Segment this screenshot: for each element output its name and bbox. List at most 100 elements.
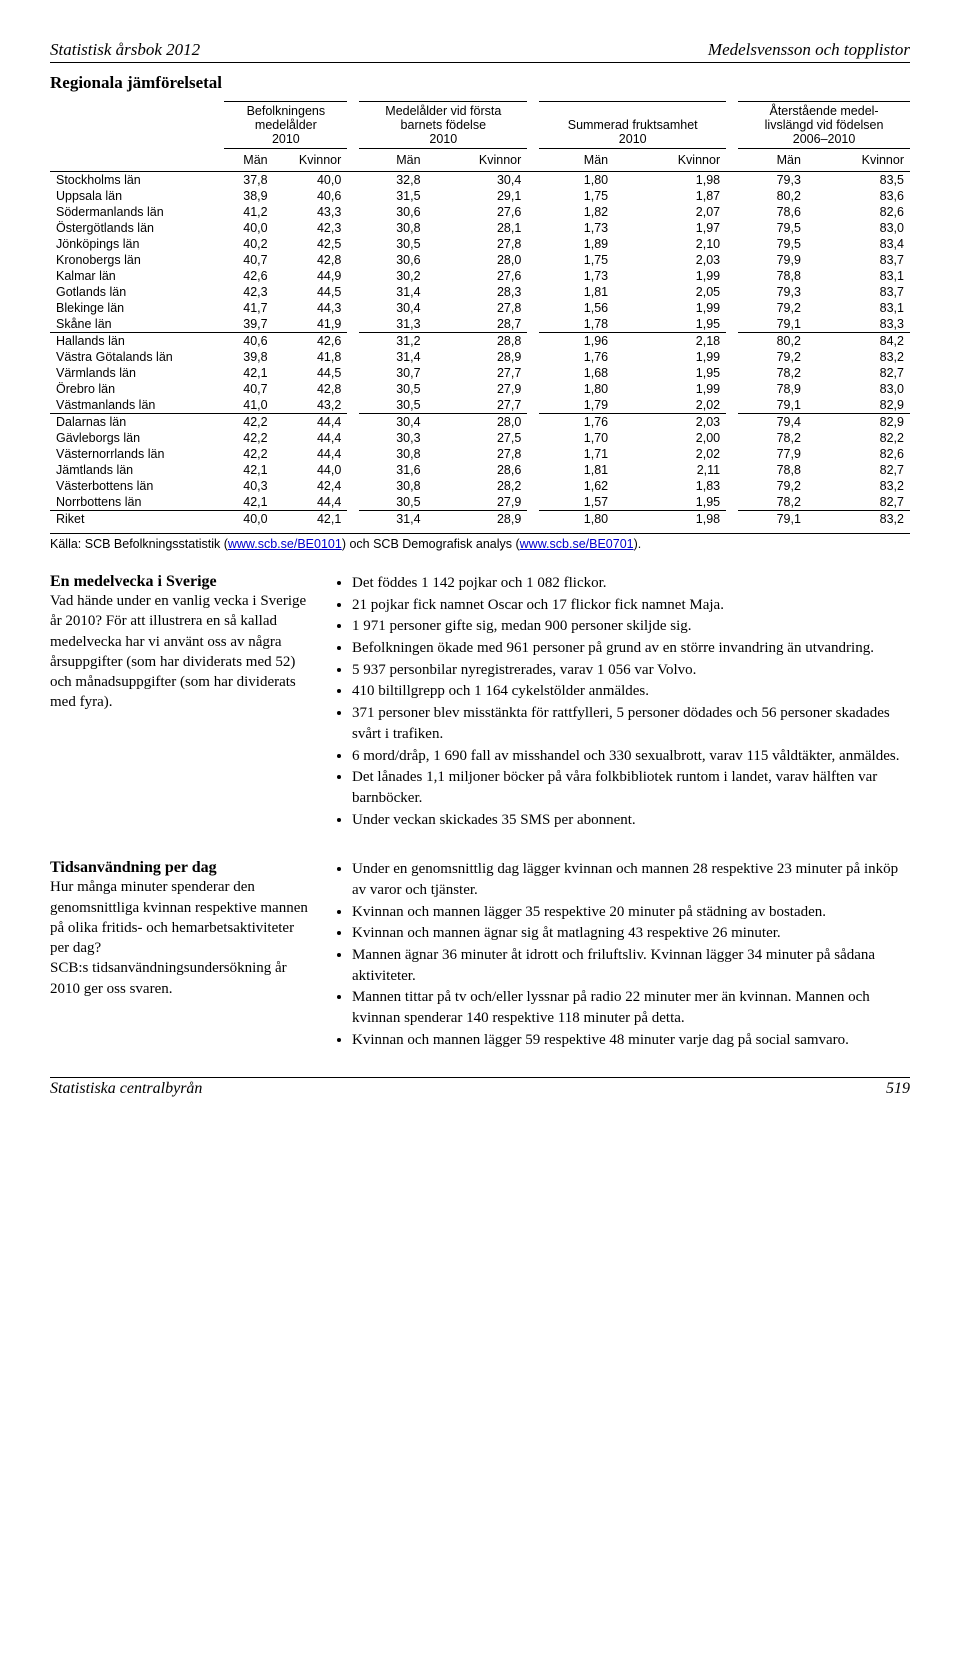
cell: 28,8 (427, 333, 528, 350)
row-label: Blekinge län (50, 300, 224, 316)
cell: 79,1 (738, 511, 807, 528)
cell: 42,2 (224, 414, 273, 431)
bullets-medelvecka: Det föddes 1 142 pojkar och 1 082 flicko… (334, 573, 910, 830)
bullet-item: Det lånades 1,1 miljoner böcker på våra … (352, 767, 910, 808)
bullet-item: Det föddes 1 142 pojkar och 1 082 flicko… (352, 573, 910, 594)
cell: 38,9 (224, 188, 273, 204)
cell: 42,8 (274, 252, 348, 268)
cell: 44,5 (274, 365, 348, 381)
sub-header: Kvinnor (807, 149, 910, 172)
row-label: Gävleborgs län (50, 430, 224, 446)
source-link-1[interactable]: www.scb.se/BE0101 (228, 537, 342, 551)
cell: 83,2 (807, 511, 910, 528)
table-row: Värmlands län42,144,530,727,71,681,9578,… (50, 365, 910, 381)
cell: 40,6 (224, 333, 273, 350)
cell: 30,6 (359, 252, 426, 268)
cell: 1,82 (539, 204, 614, 220)
footer-right: 519 (886, 1080, 910, 1098)
table-row: Jönköpings län40,242,530,527,81,892,1079… (50, 236, 910, 252)
cell: 42,1 (224, 462, 273, 478)
table-row: Kronobergs län40,742,8 30,628,0 1,752,03 79… (50, 252, 910, 268)
cell: 83,7 (807, 284, 910, 300)
cell: 30,4 (359, 414, 426, 431)
cell: 83,5 (807, 172, 910, 189)
cell: 40,2 (224, 236, 273, 252)
cell: 27,8 (427, 446, 528, 462)
cell: 41,7 (224, 300, 273, 316)
cell: 44,9 (274, 268, 348, 284)
cell: 27,9 (427, 494, 528, 511)
intro-tid: Hur många minuter spenderar den genomsni… (50, 877, 310, 999)
table-row: Norrbottens län42,144,430,527,91,571,957… (50, 494, 910, 511)
table-row: Jämtlands län42,144,031,628,61,812,1178,… (50, 462, 910, 478)
bullet-item: Kvinnan och mannen lägger 59 respektive … (352, 1030, 910, 1051)
cell: 82,7 (807, 462, 910, 478)
table-row: Västmanlands län41,043,230,527,71,792,02… (50, 397, 910, 414)
table-row: Örebro län40,742,830,527,91,801,9978,983… (50, 381, 910, 397)
cell: 40,7 (224, 252, 273, 268)
cell: 42,3 (224, 284, 273, 300)
table-row: Riket40,042,131,428,91,801,9879,183,2 (50, 511, 910, 528)
cell: 1,68 (539, 365, 614, 381)
cell: 78,6 (738, 204, 807, 220)
bullet-item: Mannen tittar på tv och/eller lyssnar på… (352, 987, 910, 1028)
source-link-2[interactable]: www.scb.se/BE0701 (520, 537, 634, 551)
cell: 42,2 (224, 430, 273, 446)
cell: 82,6 (807, 446, 910, 462)
bullet-item: Befolkningen ökade med 961 personer på g… (352, 638, 910, 659)
cell: 78,8 (738, 268, 807, 284)
row-label: Östergötlands län (50, 220, 224, 236)
cell: 42,8 (274, 381, 348, 397)
cell: 1,81 (539, 284, 614, 300)
row-label: Hallands län (50, 333, 224, 350)
cell: 28,0 (427, 252, 528, 268)
bullets-tid: Under en genomsnittlig dag lägger kvinna… (334, 859, 910, 1050)
subhead-tid: Tidsanvändning per dag (50, 859, 310, 877)
cell: 44,4 (274, 446, 348, 462)
cell: 1,56 (539, 300, 614, 316)
cell: 2,02 (614, 397, 726, 414)
cell: 30,3 (359, 430, 426, 446)
cell: 42,3 (274, 220, 348, 236)
table-row: Stockholms län37,840,032,830,41,801,9879… (50, 172, 910, 189)
table-row: Västernorrlands län42,244,430,827,81,712… (50, 446, 910, 462)
cell: 2,05 (614, 284, 726, 300)
cell: 27,6 (427, 268, 528, 284)
cell: 28,1 (427, 220, 528, 236)
cell: 27,6 (427, 204, 528, 220)
row-label: Kalmar län (50, 268, 224, 284)
row-label: Örebro län (50, 381, 224, 397)
cell: 79,5 (738, 236, 807, 252)
cell: 40,3 (224, 478, 273, 494)
table-row: Västerbottens län40,342,430,828,21,621,8… (50, 478, 910, 494)
cell: 31,2 (359, 333, 426, 350)
cell: 39,8 (224, 349, 273, 365)
cell: 80,2 (738, 333, 807, 350)
cell: 2,11 (614, 462, 726, 478)
row-label: Riket (50, 511, 224, 528)
page-footer: Statistiska centralbyrån 519 (50, 1077, 910, 1098)
section-medelvecka: En medelvecka i Sverige Vad hände under … (50, 573, 910, 831)
cell: 27,7 (427, 365, 528, 381)
cell: 28,6 (427, 462, 528, 478)
cell: 79,9 (738, 252, 807, 268)
cell: 1,95 (614, 365, 726, 381)
row-label: Kronobergs län (50, 252, 224, 268)
cell: 44,3 (274, 300, 348, 316)
cell: 82,9 (807, 397, 910, 414)
cell: 1,83 (614, 478, 726, 494)
row-label: Södermanlands län (50, 204, 224, 220)
cell: 1,62 (539, 478, 614, 494)
bullet-item: 410 biltillgrepp och 1 164 cykelstölder … (352, 681, 910, 702)
cell: 82,9 (807, 414, 910, 431)
cell: 1,75 (539, 252, 614, 268)
row-label: Stockholms län (50, 172, 224, 189)
cell: 2,18 (614, 333, 726, 350)
cell: 2,03 (614, 252, 726, 268)
cell: 1,78 (539, 316, 614, 333)
cell: 28,9 (427, 349, 528, 365)
cell: 79,3 (738, 172, 807, 189)
row-label: Västra Götalands län (50, 349, 224, 365)
cell: 78,9 (738, 381, 807, 397)
group-header-0: Befolkningens medelålder 2010 (224, 102, 347, 149)
